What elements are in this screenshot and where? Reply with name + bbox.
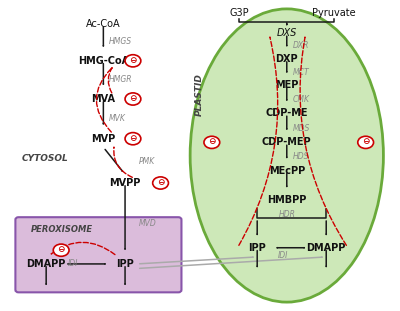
Text: ⊖: ⊖ bbox=[157, 178, 164, 187]
Text: MVD: MVD bbox=[139, 219, 157, 228]
Circle shape bbox=[125, 55, 141, 67]
Text: MVPP: MVPP bbox=[109, 178, 141, 188]
Text: DXP: DXP bbox=[276, 54, 298, 64]
Circle shape bbox=[125, 132, 141, 145]
Text: MVP: MVP bbox=[91, 134, 116, 144]
Text: ⊖: ⊖ bbox=[129, 134, 137, 142]
Text: CDP-MEP: CDP-MEP bbox=[262, 137, 312, 147]
Text: DMAPP: DMAPP bbox=[26, 259, 66, 269]
Text: ⊖: ⊖ bbox=[129, 94, 137, 103]
Text: PLASTID: PLASTID bbox=[195, 73, 204, 116]
Text: MVA: MVA bbox=[91, 94, 115, 104]
Text: MEcPP: MEcPP bbox=[269, 166, 305, 176]
Text: Ac-CoA: Ac-CoA bbox=[86, 19, 121, 29]
Text: MVK: MVK bbox=[108, 114, 125, 123]
Text: ⊖: ⊖ bbox=[129, 56, 137, 65]
Text: HMGR: HMGR bbox=[108, 75, 132, 84]
Text: MEP: MEP bbox=[275, 80, 298, 90]
Text: CDP-ME: CDP-ME bbox=[266, 108, 308, 118]
Text: DXS: DXS bbox=[276, 28, 297, 38]
Text: DXR: DXR bbox=[293, 41, 309, 50]
Text: HMBPP: HMBPP bbox=[267, 195, 306, 205]
Text: G3P: G3P bbox=[230, 7, 249, 17]
Text: CYTOSOL: CYTOSOL bbox=[22, 154, 68, 163]
Circle shape bbox=[204, 136, 220, 148]
Text: IDI: IDI bbox=[68, 259, 78, 268]
Text: MDS: MDS bbox=[293, 123, 310, 132]
Circle shape bbox=[125, 93, 141, 105]
Text: HDS: HDS bbox=[293, 151, 309, 160]
Text: HMG-CoA: HMG-CoA bbox=[78, 56, 129, 66]
FancyBboxPatch shape bbox=[16, 217, 182, 292]
Text: CMK: CMK bbox=[293, 95, 310, 104]
Text: IDI: IDI bbox=[278, 251, 288, 260]
Text: PEROXISOME: PEROXISOME bbox=[31, 225, 93, 234]
Text: IPP: IPP bbox=[248, 243, 266, 253]
Text: HDR: HDR bbox=[278, 210, 295, 219]
Ellipse shape bbox=[190, 9, 384, 302]
Circle shape bbox=[53, 244, 69, 256]
Text: Pyruvate: Pyruvate bbox=[312, 7, 356, 17]
Text: ⊖: ⊖ bbox=[362, 137, 370, 146]
Text: ⊖: ⊖ bbox=[208, 137, 216, 146]
Text: HMGS: HMGS bbox=[108, 37, 132, 46]
Text: PMK: PMK bbox=[139, 157, 155, 166]
Text: ⊖: ⊖ bbox=[58, 245, 65, 254]
Circle shape bbox=[358, 136, 374, 148]
Text: DMAPP: DMAPP bbox=[306, 243, 346, 253]
Text: MCT: MCT bbox=[293, 68, 309, 77]
Circle shape bbox=[153, 177, 168, 189]
Text: IPP: IPP bbox=[116, 259, 134, 269]
